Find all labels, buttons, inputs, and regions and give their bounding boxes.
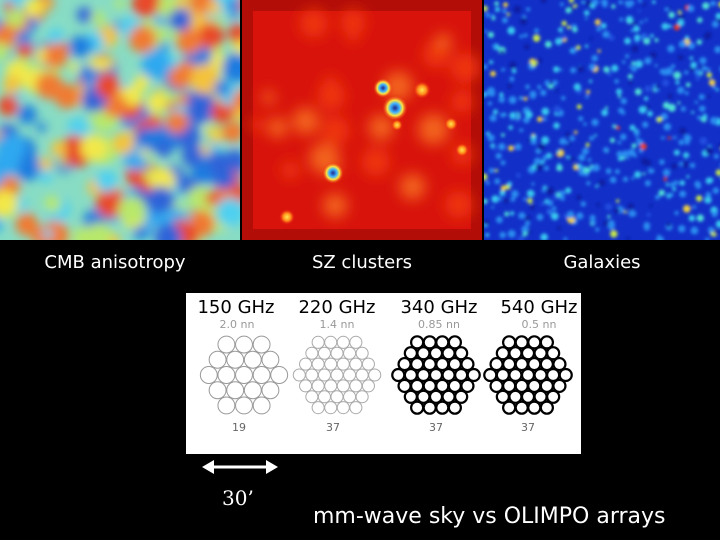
array-340-hex — [391, 335, 481, 415]
array-150-hex — [199, 335, 289, 415]
array-220-hex — [292, 335, 382, 415]
scale-arrow-icon — [202, 460, 278, 474]
sz-caption: SZ clusters — [311, 252, 413, 273]
scale-label: 30’ — [222, 486, 254, 510]
cmb-anisotropy-map — [0, 0, 240, 240]
freq-label-150: 150 GHz — [197, 297, 275, 318]
freq-label-340: 340 GHz — [400, 297, 478, 318]
count-label-220: 37 — [326, 421, 340, 434]
detector-arrays-figure: 150 GHz 220 GHz 340 GHz 540 GHz 2.0 nn 1… — [186, 293, 581, 454]
array-540-hex — [483, 335, 573, 415]
beam-label-220: 1.4 nn — [319, 318, 355, 331]
sz-clusters-map — [242, 0, 482, 240]
galaxies-map — [484, 0, 720, 240]
count-label-340: 37 — [429, 421, 443, 434]
freq-label-220: 220 GHz — [298, 297, 376, 318]
galaxies-caption: Galaxies — [563, 252, 641, 273]
freq-label-540: 540 GHz — [500, 297, 578, 318]
count-label-150: 19 — [232, 421, 246, 434]
beam-label-340: 0.85 nn — [418, 318, 460, 331]
slide-footer-caption: mm-wave sky vs OLIMPO arrays — [313, 504, 666, 529]
cmb-caption: CMB anisotropy — [44, 252, 186, 273]
beam-label-540: 0.5 nn — [521, 318, 557, 331]
count-label-540: 37 — [521, 421, 535, 434]
beam-label-150: 2.0 nn — [219, 318, 255, 331]
